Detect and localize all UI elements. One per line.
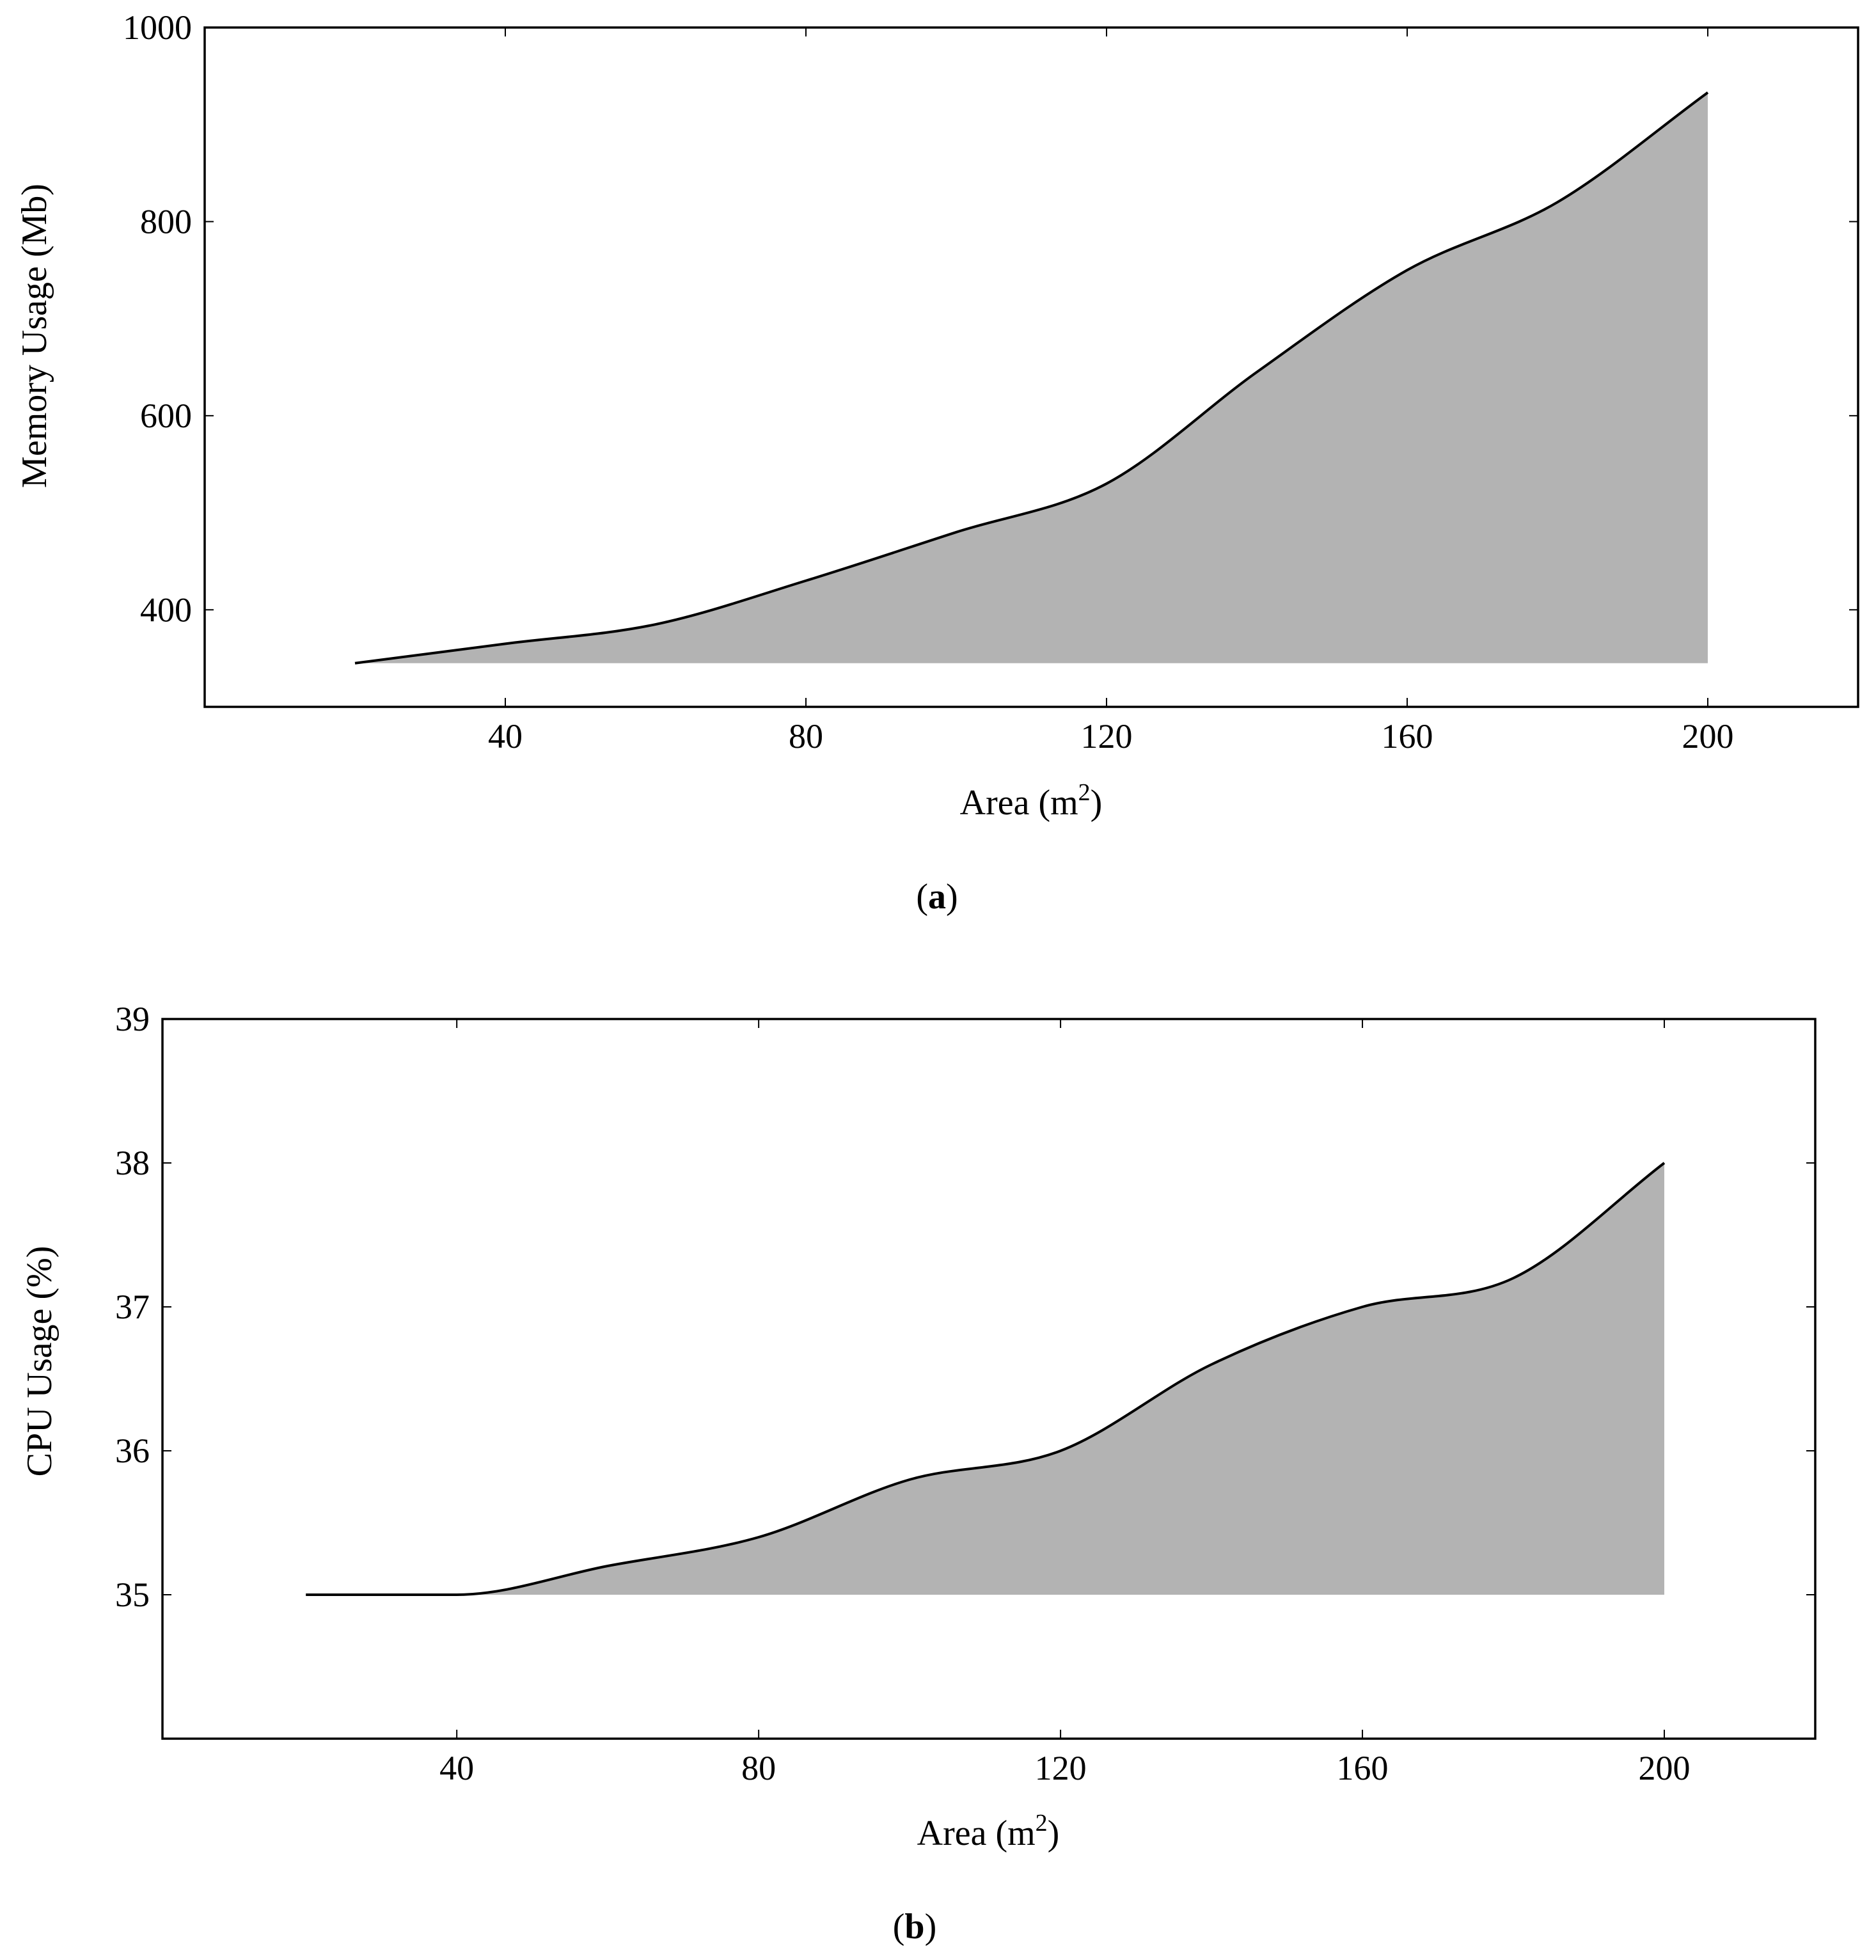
chart-a-ytick-label: 600 <box>140 397 192 435</box>
chart-b-ytick-label: 37 <box>115 1288 150 1326</box>
chart-a-xtick-label: 80 <box>789 717 823 755</box>
chart-b-ytick-label: 36 <box>115 1432 150 1470</box>
chart-a-ytick-label: 400 <box>140 590 192 629</box>
chart-b-xtick-label: 120 <box>1035 1749 1087 1787</box>
chart-a-xtick-label: 160 <box>1382 717 1433 755</box>
chart-a-xtick-label: 40 <box>488 717 523 755</box>
chart-b-series-line <box>306 1162 1666 1596</box>
chart-b: 40 80 120 160 200 35 36 37 38 39 CPU Usage (%) Ar… <box>20 1000 1817 1947</box>
chart-b-xtick-label: 200 <box>1639 1749 1691 1787</box>
chart-a-plot <box>203 26 1859 708</box>
chart-b-xtick-label: 40 <box>439 1749 474 1787</box>
chart-b-caption: (b) <box>893 1907 936 1947</box>
chart-b-frame <box>161 1018 1817 1740</box>
chart-a-caption: (a) <box>916 877 958 917</box>
chart-b-ticks: 40 80 120 160 200 35 36 37 38 39 <box>115 1000 1815 1787</box>
chart-b-xtick-label: 160 <box>1337 1749 1389 1787</box>
chart-a-area-fill <box>355 92 1708 663</box>
chart-b-ylabel: CPU Usage (%) <box>20 1246 59 1477</box>
chart-b-ytick-label: 39 <box>115 1000 150 1038</box>
chart-a-ticks: 40 80 120 160 200 400 600 800 1000 <box>123 8 1858 755</box>
chart-a-xtick-label: 120 <box>1081 717 1133 755</box>
chart-b-ytick-label: 35 <box>115 1576 150 1614</box>
chart-b-ytick-label: 38 <box>115 1144 150 1182</box>
chart-b-xtick-label: 80 <box>741 1749 776 1787</box>
chart-a-frame <box>203 26 1859 708</box>
chart-a-ylabel: Memory Usage (Mb) <box>15 184 54 488</box>
chart-b-area-fill <box>306 1163 1665 1595</box>
chart-a-xlabel: Area (m2) <box>960 779 1103 823</box>
chart-b-xlabel: Area (m2) <box>917 1810 1060 1853</box>
chart-a-xtick-label: 200 <box>1682 717 1734 755</box>
chart-b-plot <box>161 1018 1817 1740</box>
chart-a: 40 80 120 160 200 400 600 800 1000 Memory Usage … <box>15 8 1859 917</box>
chart-a-series-line <box>354 91 1709 665</box>
chart-a-ytick-label: 1000 <box>123 8 192 47</box>
chart-a-ytick-label: 800 <box>140 202 192 241</box>
